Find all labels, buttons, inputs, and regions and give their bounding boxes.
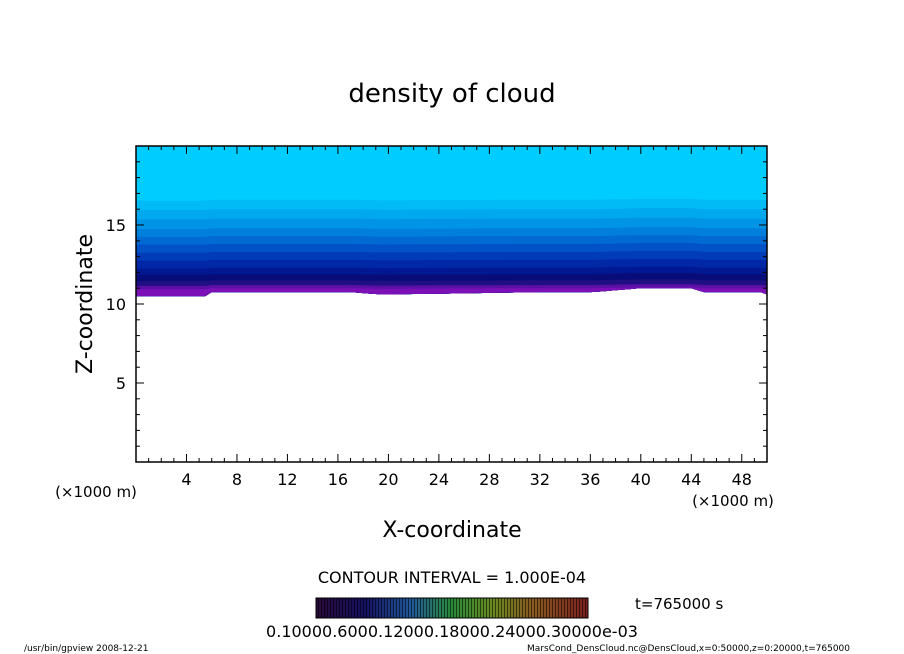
y-axis-ticks: 5 10 15 xyxy=(106,161,767,447)
y-axis-label: Z-coordinate xyxy=(73,234,98,374)
x-axis-unit-right: (×1000 m) xyxy=(692,492,774,510)
y-tick-label: 5 xyxy=(116,374,126,393)
contour-interval-label: CONTOUR INTERVAL = 1.000E-04 xyxy=(318,568,586,587)
x-tick-label: 28 xyxy=(479,470,499,489)
x-axis-unit-left: (×1000 m) xyxy=(55,483,137,501)
x-tick-label: 32 xyxy=(530,470,550,489)
x-tick-label: 20 xyxy=(378,470,398,489)
x-tick-label: 40 xyxy=(631,470,651,489)
x-tick-label: 16 xyxy=(328,470,348,489)
x-tick-label: 4 xyxy=(181,470,191,489)
colorbar-labels: 0.10000.6000.12000.18000.24000.30000e-03 xyxy=(266,622,638,641)
x-tick-label: 8 xyxy=(232,470,242,489)
footer-right: MarsCond_DensCloud.nc@DensCloud,x=0:5000… xyxy=(527,644,850,654)
x-tick-label: 44 xyxy=(681,470,701,489)
y-tick-label: 15 xyxy=(106,216,126,235)
y-tick-label: 10 xyxy=(106,295,126,314)
time-label: t=765000 s xyxy=(635,595,723,613)
x-tick-label: 24 xyxy=(429,470,449,489)
x-axis-label: X-coordinate xyxy=(382,518,521,543)
density-layer-13 xyxy=(136,287,767,297)
colorbar xyxy=(315,597,589,619)
x-tick-label: 12 xyxy=(277,470,297,489)
x-axis-ticks: 4 8 12 16 20 24 28 32 36 40 44 48 xyxy=(148,146,755,489)
x-tick-label: 36 xyxy=(580,470,600,489)
chart-title: density of cloud xyxy=(348,79,555,109)
cloud-density-field xyxy=(136,146,767,297)
x-tick-label: 48 xyxy=(732,470,752,489)
footer-left: /usr/bin/gpview 2008-12-21 xyxy=(24,644,148,654)
